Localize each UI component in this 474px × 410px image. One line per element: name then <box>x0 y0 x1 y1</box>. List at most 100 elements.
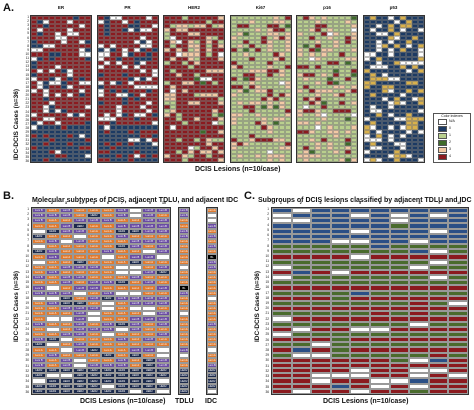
heatmap-cell <box>405 145 412 150</box>
heatmap-cell <box>49 109 55 114</box>
panel-c-row-label: 4 <box>267 222 269 227</box>
heatmap-cell <box>97 20 104 25</box>
subtype-cell: Lum A <box>114 218 129 224</box>
heatmap-cell <box>284 133 291 138</box>
heatmap-cell <box>351 68 357 73</box>
subtype-cell: HER2 <box>73 388 88 394</box>
heatmap-cell <box>375 153 382 158</box>
heatmap-cell <box>194 68 200 73</box>
heatmap-cell <box>176 141 182 146</box>
heatmap-cell <box>303 60 309 65</box>
subtype-cell: Lum A <box>101 357 115 363</box>
heatmap-cell <box>278 121 285 126</box>
heatmap-cell <box>55 40 61 45</box>
subtype-cell <box>59 373 74 379</box>
heatmap-cell <box>133 52 140 57</box>
heatmap-cell <box>182 60 188 65</box>
heatmap-cell <box>37 28 43 33</box>
heatmap-cell <box>321 64 327 69</box>
heatmap-cell <box>139 28 146 33</box>
subtype-cell: Lum A <box>73 254 88 260</box>
heatmap-cell <box>363 24 370 29</box>
heatmap-cell <box>309 153 315 158</box>
subtype-cell: HER2 <box>87 383 101 389</box>
heatmap-cell <box>333 52 339 57</box>
heatmap-cell <box>188 121 194 126</box>
heatmap-cell <box>139 72 146 77</box>
heatmap-cell <box>411 64 418 69</box>
heatmap-cell <box>254 117 261 122</box>
heatmap-cell <box>321 157 327 162</box>
heatmap-cell <box>345 40 351 45</box>
heatmap-cell <box>242 113 249 118</box>
heatmap-cell <box>43 32 49 37</box>
heatmap-cell <box>381 56 388 61</box>
subgroup-cell <box>330 311 351 317</box>
heatmap-cell <box>121 44 128 49</box>
heatmap-cell <box>97 76 104 81</box>
heatmap-cell <box>109 121 116 126</box>
subgroup-cell <box>370 280 390 286</box>
subgroup-cell <box>389 218 410 224</box>
legend-swatch-2 <box>438 140 447 146</box>
heatmap-cell <box>55 121 61 126</box>
heatmap-cell <box>115 149 122 154</box>
heatmap-cell <box>218 93 224 98</box>
subgroup-cell <box>350 342 370 348</box>
panel-c-row-label: 27 <box>265 342 269 347</box>
subtype-cell: HER2 <box>128 228 143 234</box>
subgroup-cell <box>272 316 292 322</box>
heatmap-cell <box>194 149 200 154</box>
heatmap-cell <box>327 137 333 142</box>
heatmap-cell <box>170 121 176 126</box>
heatmap-cell <box>200 101 206 106</box>
heatmap-cell <box>61 60 67 65</box>
heatmap-cell <box>43 117 49 122</box>
heatmap-cell <box>109 133 116 138</box>
heatmap-cell <box>333 121 339 126</box>
subgroup-cell <box>428 326 449 332</box>
heatmap-cell <box>284 36 291 41</box>
heatmap-cell <box>43 101 49 106</box>
heatmap-cell <box>151 133 158 138</box>
heatmap-cell <box>266 101 273 106</box>
subgroup-cell <box>291 368 312 374</box>
heatmap-cell <box>363 32 370 37</box>
heatmap-cell <box>43 84 49 89</box>
heatmap-cell <box>297 36 303 41</box>
subgroup-cell <box>370 244 390 250</box>
subtype-cell: Lum B <box>101 218 115 224</box>
heatmap-cell <box>170 117 176 122</box>
heatmap-cell <box>230 153 237 158</box>
panel-a-row-label: 8 <box>27 43 29 48</box>
panel-a-row-label: 30 <box>25 134 29 139</box>
heatmap-cell <box>399 145 406 150</box>
subgroup-cell <box>389 238 410 245</box>
heatmap-cell <box>236 88 243 94</box>
heatmap-cell <box>67 97 73 102</box>
subtype-cell: Lum B <box>179 347 189 353</box>
heatmap-cell <box>351 137 357 142</box>
heatmap-cell <box>103 28 110 33</box>
panel-a-row-label: 6 <box>27 35 29 40</box>
heatmap-cell <box>272 56 279 61</box>
heatmap-cell <box>164 93 170 98</box>
heatmap-cell <box>321 137 327 142</box>
heatmap-cell <box>103 76 110 81</box>
subtype-cell: HER2 <box>179 373 189 379</box>
heatmap-cell <box>230 40 237 45</box>
heatmap-cell <box>399 141 406 146</box>
heatmap-cell <box>133 44 140 49</box>
heatmap-cell <box>218 84 224 89</box>
heatmap-cell <box>345 16 351 21</box>
heatmap-cell <box>333 72 339 77</box>
heatmap-cell <box>188 105 194 110</box>
subgroup-cell <box>389 352 410 358</box>
heatmap-cell <box>109 113 116 118</box>
heatmap-cell <box>369 36 376 41</box>
subtype-cell: Lum A <box>59 233 74 239</box>
heatmap-cell <box>333 145 339 150</box>
heatmap-cell <box>393 105 400 110</box>
heatmap-cell <box>127 125 134 130</box>
heatmap-cell <box>333 68 339 73</box>
